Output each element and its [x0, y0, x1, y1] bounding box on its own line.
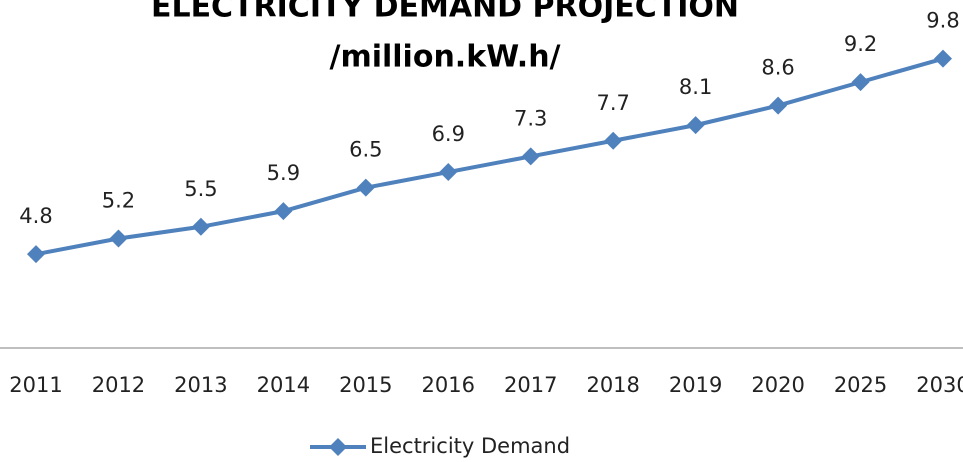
- chart-subtitle: /million.kW.h/: [329, 40, 560, 75]
- x-tick-label: 2011: [9, 373, 62, 397]
- legend-label: Electricity Demand: [370, 434, 570, 458]
- data-point: [439, 163, 458, 182]
- legend-marker: [329, 438, 347, 456]
- x-tick-label: 2012: [92, 373, 145, 397]
- data-point: [109, 229, 128, 248]
- data-label: 5.9: [267, 161, 300, 185]
- data-label: 5.5: [184, 177, 217, 201]
- x-tick-label: 2019: [669, 373, 722, 397]
- data-point: [27, 245, 45, 264]
- x-tick-label: 2025: [834, 373, 887, 397]
- x-tick-label: 2016: [422, 373, 475, 397]
- chart-title: ELECTRICITY DEMAND PROJECTION: [151, 0, 739, 25]
- data-label: 8.6: [761, 56, 794, 80]
- data-label: 5.2: [102, 189, 135, 213]
- x-tick-label: 2018: [586, 373, 639, 397]
- x-tick-label: 2013: [174, 373, 227, 397]
- x-tick-label: 2017: [504, 373, 557, 397]
- x-tick-label: 2020: [751, 373, 804, 397]
- data-point: [274, 202, 293, 221]
- data-point: [356, 178, 375, 197]
- data-label: 8.1: [679, 75, 712, 99]
- series-line: [35, 56, 944, 257]
- data-point: [851, 73, 870, 92]
- data-label: 7.7: [596, 91, 629, 115]
- data-label: 6.5: [349, 138, 382, 162]
- x-tick-label: 2030: [916, 373, 963, 397]
- data-point: [521, 147, 540, 166]
- data-label: 6.9: [432, 122, 465, 146]
- x-tick-label: 2014: [257, 373, 310, 397]
- data-point: [191, 217, 210, 236]
- data-point: [934, 49, 952, 68]
- x-tick-label: 2015: [339, 373, 392, 397]
- data-label: 9.2: [844, 32, 877, 56]
- data-label: 7.3: [514, 106, 547, 130]
- data-point: [686, 116, 705, 135]
- data-point: [769, 96, 788, 115]
- data-point: [604, 131, 623, 150]
- data-label: 9.8: [926, 9, 959, 33]
- data-label: 4.8: [19, 204, 52, 228]
